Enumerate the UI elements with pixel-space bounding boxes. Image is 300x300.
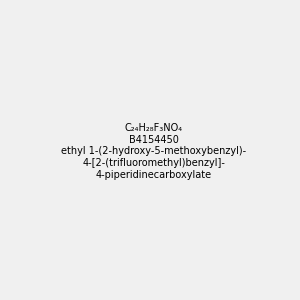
- Text: C₂₄H₂₈F₃NO₄
B4154450
ethyl 1-(2-hydroxy-5-methoxybenzyl)-
4-[2-(trifluoromethyl): C₂₄H₂₈F₃NO₄ B4154450 ethyl 1-(2-hydroxy-…: [61, 123, 246, 180]
